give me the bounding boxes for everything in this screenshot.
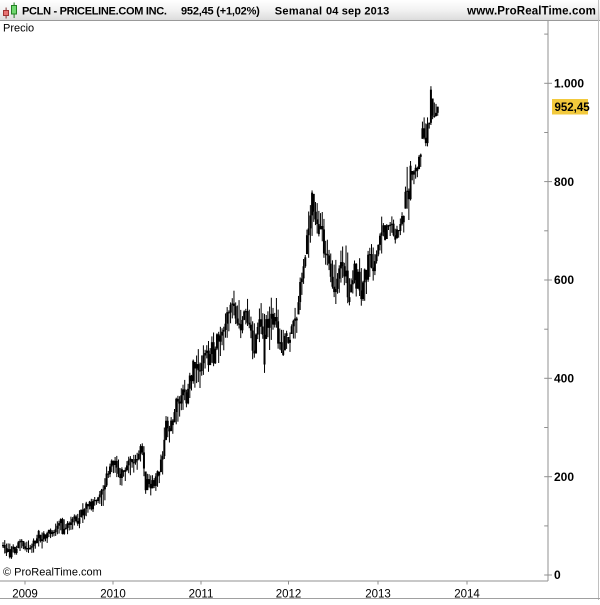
- svg-text:Semanal: Semanal: [275, 6, 323, 18]
- svg-text:952,45 (+1,02%): 952,45 (+1,02%): [181, 6, 260, 18]
- svg-text:400: 400: [554, 372, 574, 386]
- svg-text:04 sep 2013: 04 sep 2013: [326, 6, 389, 18]
- svg-text:0: 0: [554, 568, 561, 582]
- svg-text:PCLN - PRICELINE.COM INC.: PCLN - PRICELINE.COM INC.: [22, 6, 167, 18]
- svg-text:2012: 2012: [276, 588, 302, 600]
- svg-text:800: 800: [554, 175, 574, 189]
- svg-text:200: 200: [554, 470, 574, 484]
- svg-text:600: 600: [554, 273, 574, 287]
- svg-text:www.ProRealTime.com: www.ProRealTime.com: [466, 6, 596, 18]
- svg-text:2013: 2013: [365, 588, 391, 600]
- svg-text:2010: 2010: [100, 588, 126, 600]
- svg-text:1.000: 1.000: [554, 77, 584, 91]
- svg-text:2014: 2014: [454, 588, 480, 600]
- svg-text:2009: 2009: [12, 588, 38, 600]
- svg-text:© ProRealTime.com: © ProRealTime.com: [3, 567, 102, 579]
- svg-text:952,45: 952,45: [555, 102, 591, 114]
- svg-text:Precio: Precio: [3, 23, 34, 35]
- svg-text:2011: 2011: [189, 588, 214, 600]
